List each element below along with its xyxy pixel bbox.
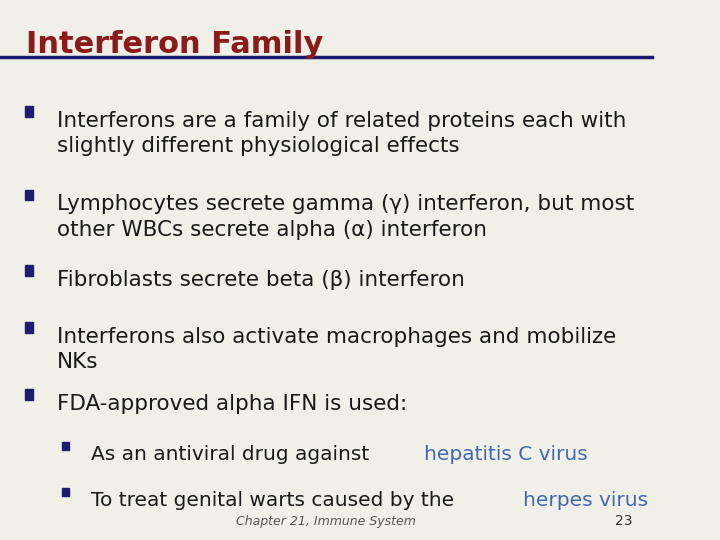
- Text: Interferon Family: Interferon Family: [26, 30, 323, 59]
- Text: herpes virus: herpes virus: [523, 491, 648, 510]
- Text: 23: 23: [615, 514, 632, 528]
- Text: To treat genital warts caused by the: To treat genital warts caused by the: [91, 491, 461, 510]
- Text: Lymphocytes secrete gamma (γ) interferon, but most
other WBCs secrete alpha (α) : Lymphocytes secrete gamma (γ) interferon…: [58, 194, 634, 240]
- FancyBboxPatch shape: [24, 322, 33, 333]
- Text: Chapter 21, Immune System: Chapter 21, Immune System: [236, 515, 415, 528]
- FancyBboxPatch shape: [24, 265, 33, 276]
- Text: Interferons are a family of related proteins each with
slightly different physio: Interferons are a family of related prot…: [58, 111, 626, 156]
- Text: As an antiviral drug against: As an antiviral drug against: [91, 446, 376, 464]
- FancyBboxPatch shape: [62, 488, 68, 496]
- Text: FDA-approved alpha IFN is used:: FDA-approved alpha IFN is used:: [58, 394, 408, 414]
- FancyBboxPatch shape: [24, 389, 33, 400]
- Text: Fibroblasts secrete beta (β) interferon: Fibroblasts secrete beta (β) interferon: [58, 270, 465, 290]
- FancyBboxPatch shape: [24, 106, 33, 117]
- FancyBboxPatch shape: [62, 442, 68, 450]
- Text: Interferons also activate macrophages and mobilize
NKs: Interferons also activate macrophages an…: [58, 327, 616, 372]
- Text: hepatitis C virus: hepatitis C virus: [423, 446, 588, 464]
- FancyBboxPatch shape: [24, 190, 33, 200]
